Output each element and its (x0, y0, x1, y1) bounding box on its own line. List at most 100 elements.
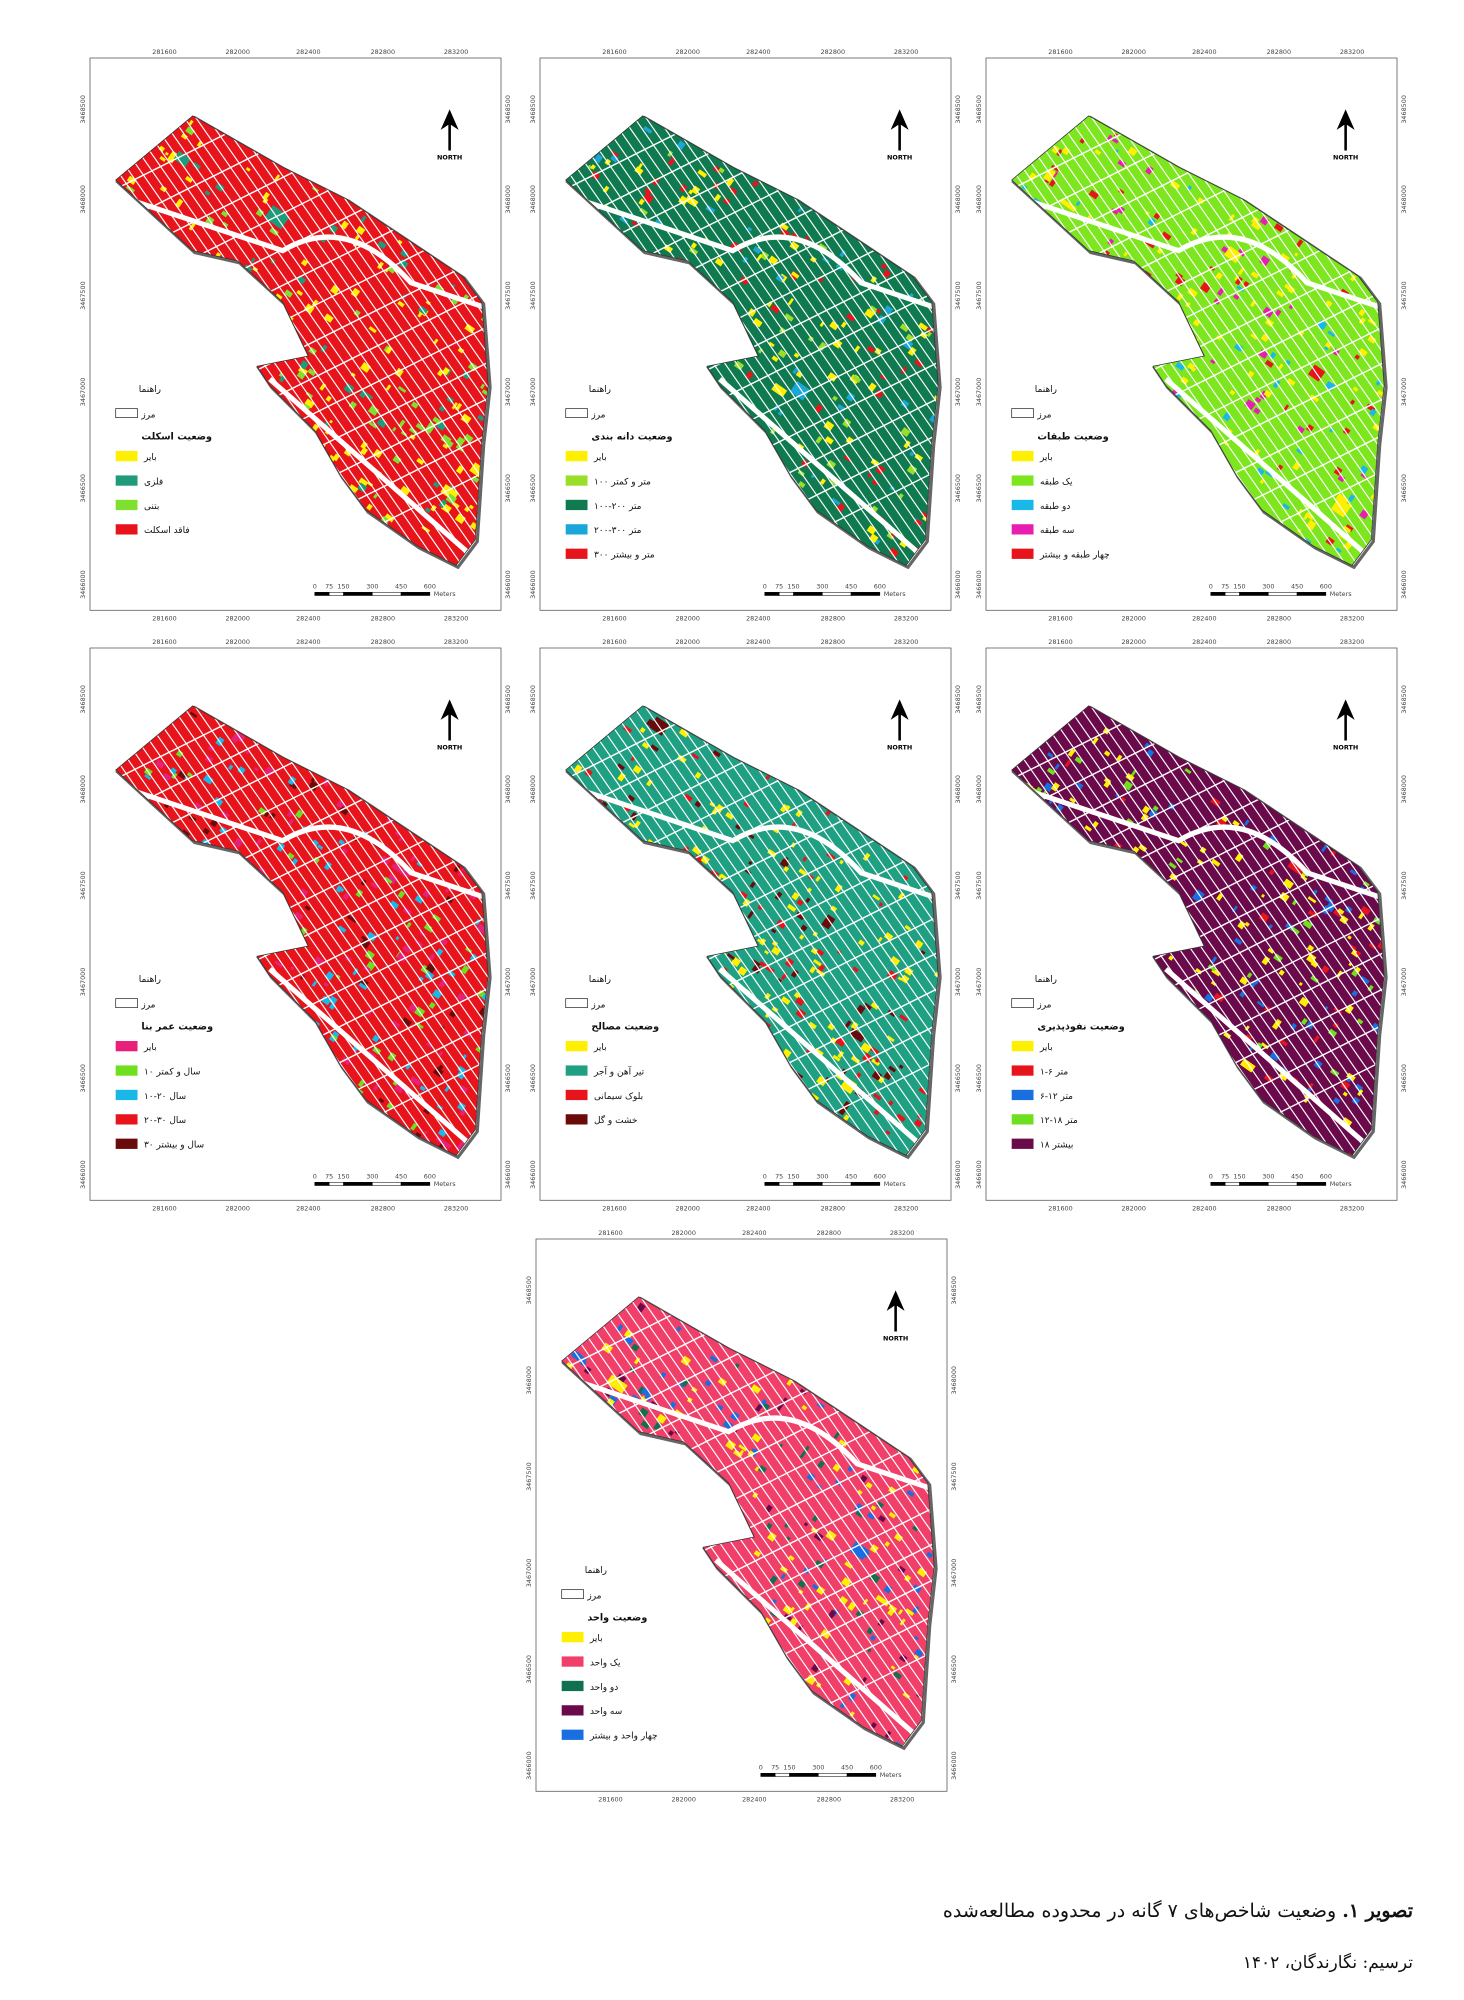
parcel (337, 925, 347, 933)
parcel (656, 1413, 667, 1425)
y-tick-label: 3467500 (954, 281, 962, 310)
parcel (1233, 293, 1240, 301)
street (1397, 58, 1464, 610)
y-tick-label: 3466000 (1400, 1160, 1408, 1189)
parcel (743, 801, 751, 808)
street (935, 1239, 1320, 1791)
parcel (1084, 825, 1092, 832)
parcel (418, 976, 424, 983)
parcel (1249, 884, 1258, 892)
parcel (777, 349, 787, 359)
parcel (1251, 220, 1262, 231)
parcel (729, 186, 738, 195)
parcel (1056, 149, 1063, 157)
parcel (616, 763, 626, 771)
parcel (905, 1608, 915, 1617)
parcel (1236, 285, 1245, 293)
parcel (821, 914, 836, 930)
parcel (1069, 797, 1076, 804)
parcel (1254, 396, 1262, 404)
parcel (845, 392, 856, 402)
street (149, 1239, 534, 1791)
y-tick-label: 3466000 (954, 570, 962, 599)
parcel (1075, 201, 1081, 207)
parcel (590, 164, 596, 170)
parcel (358, 982, 368, 991)
street (176, 115, 489, 566)
x-tick-label: 283200 (1340, 48, 1364, 56)
street (0, 648, 54, 1200)
parcel (359, 938, 371, 949)
scale-label: 0 (763, 582, 767, 590)
street (0, 58, 31, 610)
parcel (791, 271, 800, 279)
street (1028, 1239, 1413, 1791)
street (923, 1296, 935, 1747)
scale-label: 150 (337, 1172, 349, 1180)
boundary (115, 115, 489, 566)
parcel (714, 193, 722, 202)
y-tick-label: 3466000 (529, 570, 537, 599)
x-tick-label: 282000 (675, 1205, 699, 1213)
y-tick-label: 3467000 (1400, 968, 1408, 997)
street (1038, 705, 1385, 1156)
street (565, 1053, 939, 1156)
parcel (790, 969, 799, 978)
parcel (1358, 317, 1366, 325)
parcel (1301, 1017, 1308, 1026)
parcel (1278, 969, 1285, 976)
street (0, 648, 89, 1200)
parcel (1284, 283, 1293, 292)
x-tick-label: 283200 (444, 615, 468, 623)
legend-label: ۱-۶ متر (1040, 1067, 1068, 1077)
scale-unit: Meters (1330, 590, 1353, 598)
x-tick-label: 282800 (817, 1796, 841, 1804)
parcel (632, 764, 642, 775)
y-tick-label: 3466500 (525, 1655, 533, 1684)
scale-label: 75 (775, 1172, 783, 1180)
y-tick-label: 3467000 (950, 1559, 958, 1588)
parcel (780, 996, 791, 1005)
parcel (752, 317, 763, 328)
parcel (1264, 359, 1274, 368)
x-tick-label: 282800 (821, 638, 845, 646)
x-tick-label: 282800 (1267, 1205, 1291, 1213)
parcel (783, 1522, 790, 1529)
parcel (888, 1511, 897, 1519)
parcel (1349, 274, 1357, 282)
parcel (175, 198, 184, 208)
boundary-label: مرز (140, 411, 155, 421)
parcel (799, 1388, 807, 1395)
parcel (683, 793, 693, 802)
parcel (188, 119, 194, 126)
y-tick-label: 3468000 (975, 775, 983, 804)
parcel (751, 180, 759, 188)
parcel (827, 372, 838, 382)
y-tick-label: 3466500 (79, 1064, 87, 1093)
parcel (1329, 427, 1335, 433)
parcel (257, 866, 266, 875)
parcel (210, 819, 218, 828)
parcel (800, 924, 808, 932)
parcel (739, 1449, 745, 1455)
street (603, 705, 939, 1156)
parcel (419, 1085, 426, 1092)
legend-label: ۶-۱۲ متر (1040, 1092, 1073, 1102)
parcel (1367, 335, 1377, 344)
parcel (324, 421, 330, 427)
parcel (1335, 547, 1342, 553)
x-tick-label: 281600 (602, 1205, 626, 1213)
parcel (734, 824, 742, 830)
legend-label: بایر (143, 453, 157, 463)
parcel (852, 966, 859, 973)
parcel (386, 873, 398, 885)
parcel (340, 847, 348, 856)
parcel (299, 888, 309, 897)
parcel (1276, 289, 1285, 298)
parcel (606, 1374, 628, 1394)
parcel (410, 401, 419, 409)
parcel (893, 1671, 903, 1680)
parcel (1267, 947, 1275, 954)
main-road (573, 1377, 935, 1742)
parcel (642, 192, 654, 204)
